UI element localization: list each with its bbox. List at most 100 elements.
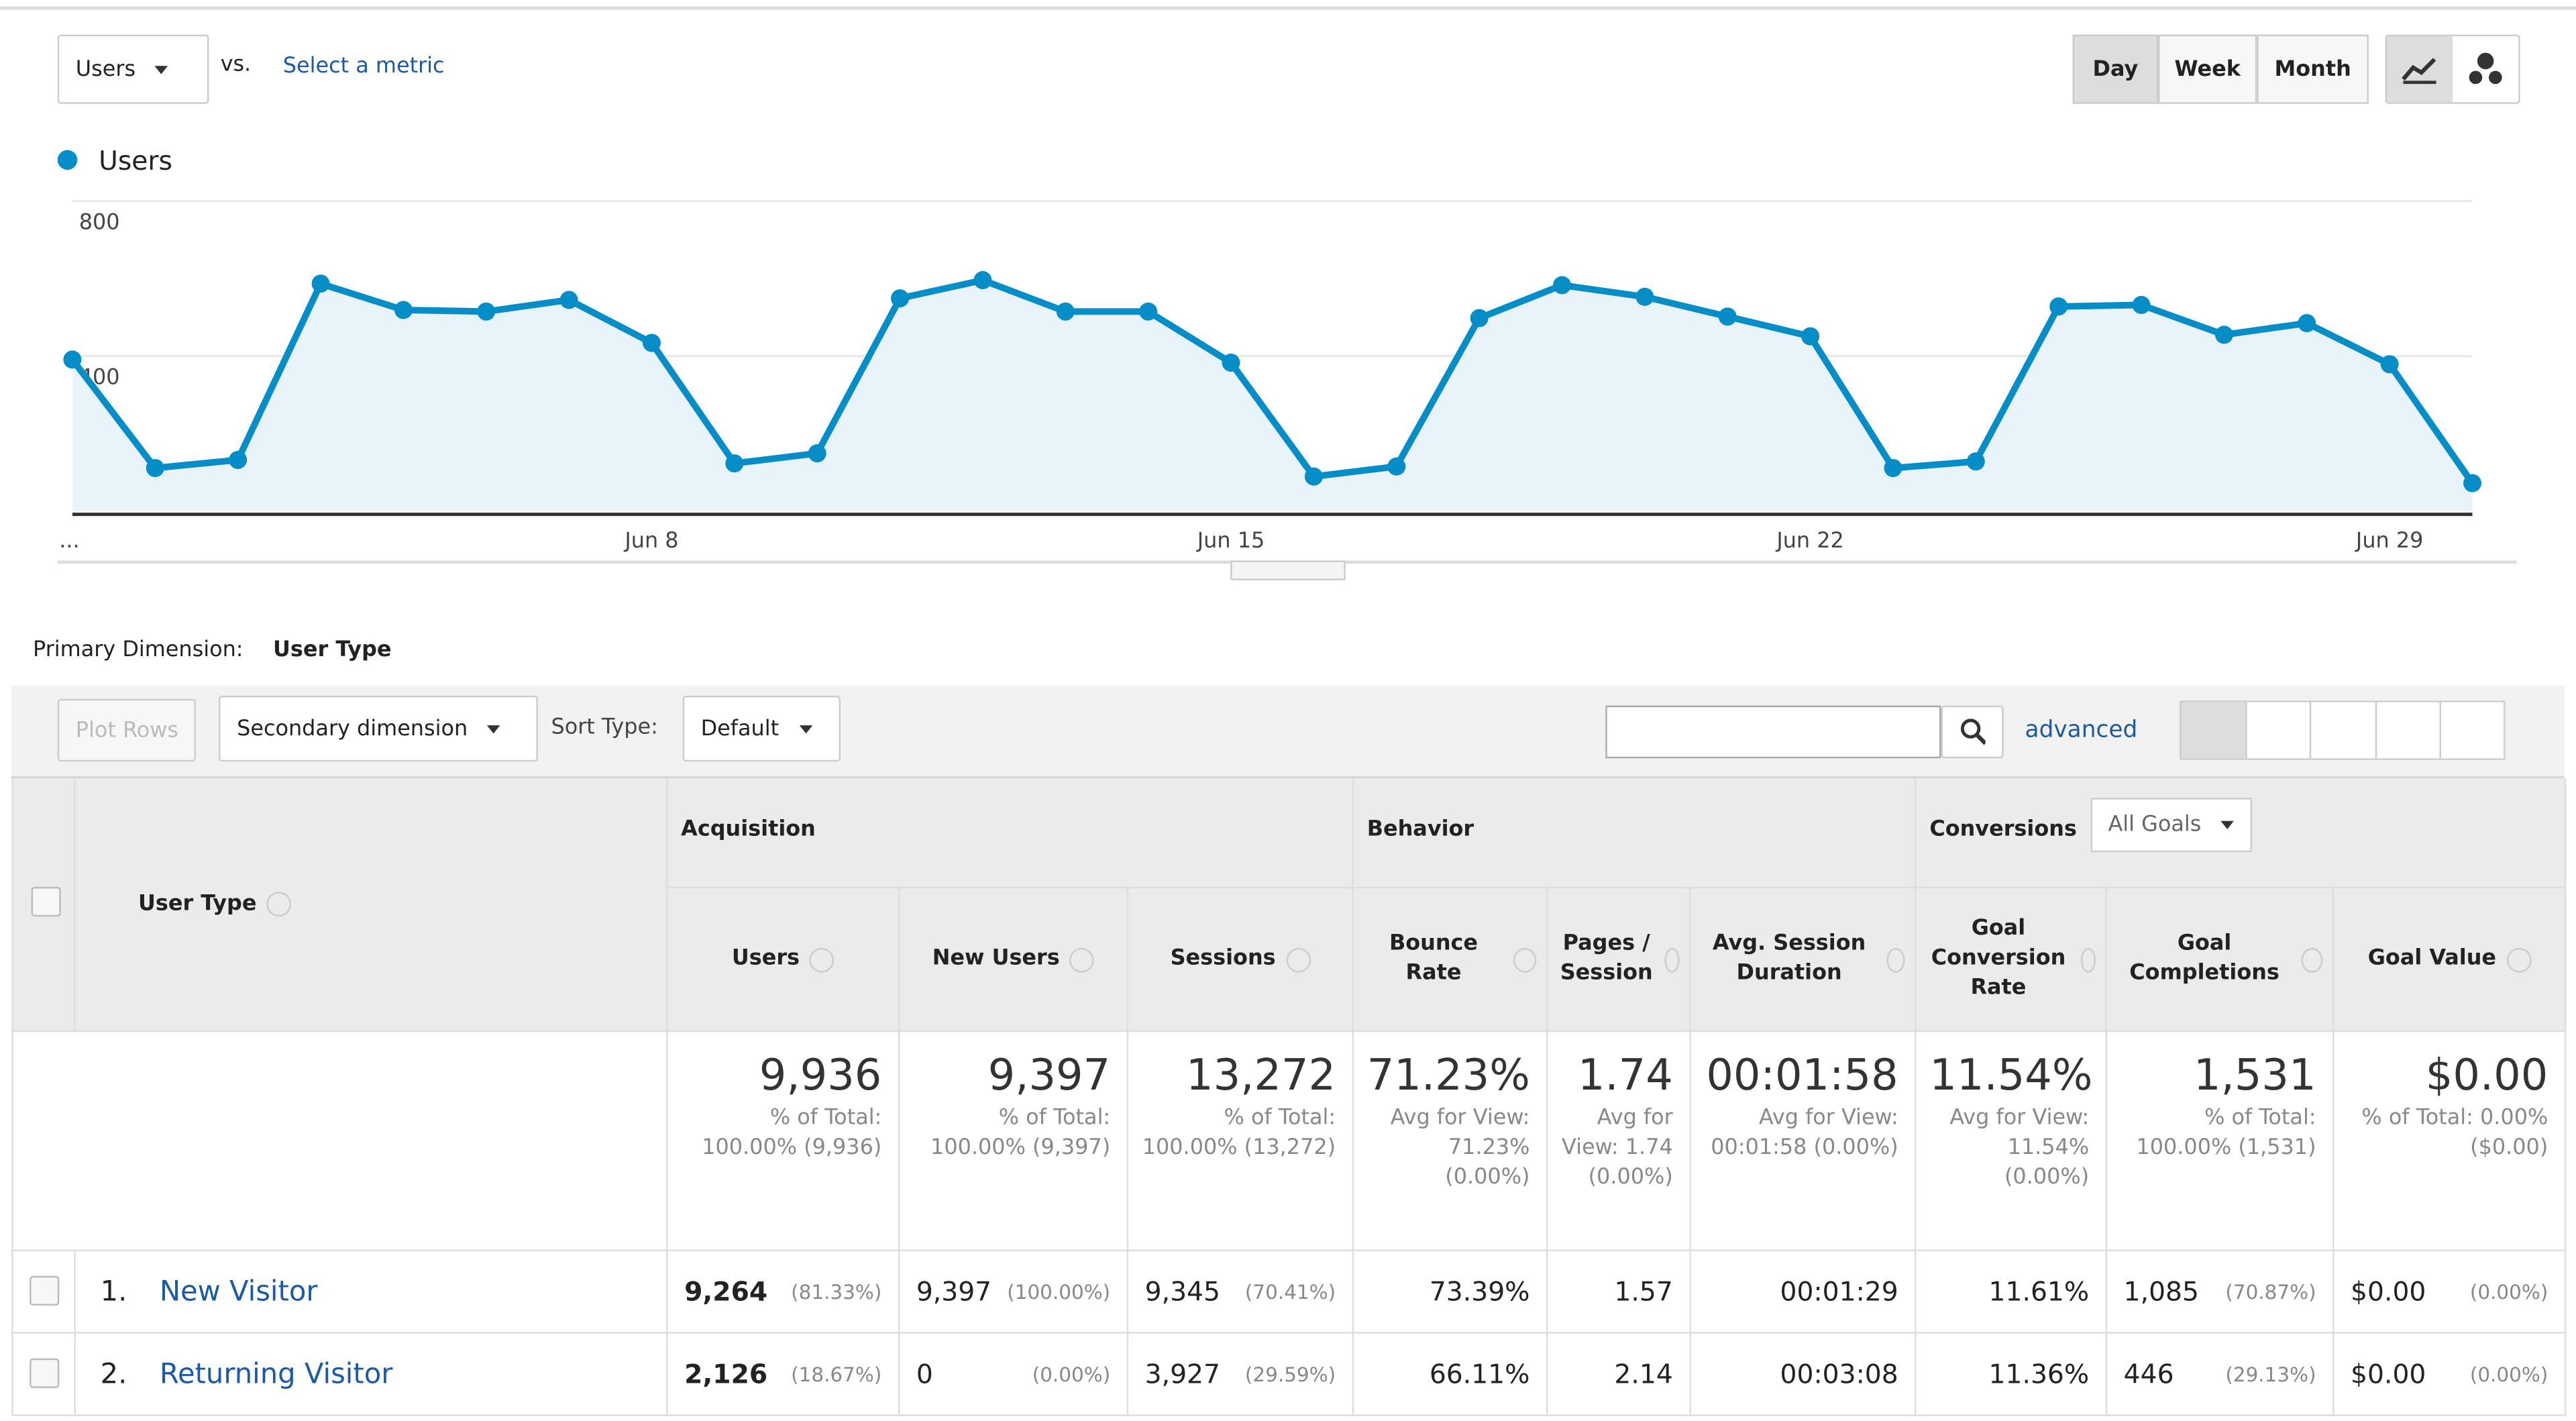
total-note: Avg for View: 00:01:58 (0.00%)	[1711, 1106, 1898, 1161]
totals-cell: 13,272% of Total: 100.00% (13,272)	[1128, 1032, 1354, 1251]
group-header: Behavior	[1354, 778, 1917, 889]
row-name[interactable]: New Visitor	[159, 1275, 318, 1308]
data-point	[559, 291, 578, 309]
row-cell: $0.00 (0.00%)	[2334, 1333, 2567, 1416]
row-value: 2,126	[684, 1358, 768, 1390]
compare-view-button[interactable]	[2376, 702, 2441, 759]
period-button[interactable]: Month	[2257, 34, 2369, 104]
row-cell: 9,397 (100.00%)	[900, 1251, 1129, 1334]
series-line	[69, 276, 2475, 485]
table-view-button[interactable]	[2181, 702, 2248, 759]
row-percent: (29.59%)	[1244, 1362, 1336, 1386]
row-percent: (29.13%)	[2225, 1362, 2316, 1386]
row-checkbox[interactable]	[30, 1275, 60, 1306]
totals-cell: $0.00% of Total: 0.00% ($0.00)	[2334, 1032, 2567, 1251]
plot-rows-button[interactable]: Plot Rows	[57, 698, 197, 762]
advanced-link[interactable]: advanced	[2025, 717, 2138, 744]
total-value: 9,397	[987, 1051, 1111, 1102]
data-point	[642, 333, 661, 352]
data-point	[1801, 327, 1820, 346]
data-point	[63, 350, 82, 369]
column-header-text: Goal Completions	[2129, 931, 2279, 986]
totals-cell: 9,397% of Total: 100.00% (9,397)	[900, 1032, 1129, 1251]
row-cell: 11.61%	[1916, 1251, 2108, 1334]
column-header[interactable]: Goal Conversion Rate	[1916, 888, 2108, 1033]
top-rule	[0, 6, 2576, 10]
secondary-dimension-dropdown[interactable]: Secondary dimension	[219, 695, 538, 762]
search-icon	[1960, 719, 1986, 745]
row-value: 0	[916, 1358, 933, 1390]
row-value: 9,264	[684, 1275, 768, 1308]
column-header[interactable]: Sessions	[1128, 888, 1354, 1033]
row-cell: 11.36%	[1916, 1333, 2108, 1416]
column-header-text: Goal Value	[2367, 946, 2497, 971]
help-icon	[1513, 947, 1537, 972]
column-header-text: Sessions	[1170, 946, 1276, 971]
group-header-text: Acquisition	[681, 817, 816, 843]
help-icon	[266, 892, 291, 917]
data-point	[1056, 302, 1075, 321]
goals-text: All Goals	[2108, 812, 2202, 838]
totals-cell: 71.23% Avg for View: 71.23% (0.00%)	[1354, 1032, 1548, 1251]
pivot-view-button[interactable]	[2440, 702, 2504, 759]
data-point	[1139, 302, 1158, 321]
total-note: Avg for View: 71.23% (0.00%)	[1390, 1106, 1530, 1191]
period-button[interactable]: Week	[2158, 34, 2257, 104]
motion-chart-button[interactable]	[2453, 36, 2518, 102]
goals-dropdown[interactable]: All Goals	[2090, 798, 2253, 853]
row-cell: 1.57	[1548, 1251, 1691, 1334]
row-cell: 2.14	[1548, 1333, 1691, 1416]
row-percent: (0.00%)	[1032, 1362, 1111, 1386]
x-tick-label: Jun 22	[1775, 527, 1843, 553]
row-name[interactable]: Returning Visitor	[159, 1357, 393, 1391]
total-note: % of Total: 100.00% (9,397)	[930, 1106, 1111, 1161]
column-header[interactable]: Users	[667, 888, 900, 1033]
chart-type-buttons	[2385, 34, 2520, 104]
data-point	[394, 301, 413, 319]
group-header-text: Conversions	[1929, 817, 2077, 843]
total-value: 71.23%	[1366, 1051, 1530, 1102]
line-chart-button[interactable]	[2386, 36, 2453, 103]
column-header[interactable]: New Users	[900, 888, 1129, 1033]
x-tick-label: Jun 15	[1196, 527, 1265, 553]
header-checkbox[interactable]	[31, 886, 61, 917]
data-point	[973, 271, 992, 290]
help-icon	[1285, 947, 1311, 972]
bar-view-button[interactable]	[2312, 702, 2377, 759]
row-cell: 66.11%	[1354, 1333, 1548, 1416]
row-dimension: 2. Returning Visitor	[75, 1333, 668, 1416]
data-point	[1718, 307, 1737, 326]
primary-dimension-value: User Type	[273, 637, 392, 663]
row-percent: (100.00%)	[1007, 1279, 1111, 1304]
totals-cell: 11.54% Avg for View: 11.54% (0.00%)	[1916, 1032, 2108, 1251]
row-checkbox[interactable]	[30, 1358, 60, 1388]
dimension-header: User Type	[75, 778, 668, 1033]
pie-view-button[interactable]	[2247, 702, 2312, 759]
search-input[interactable]	[1605, 705, 1941, 759]
data-point	[1304, 467, 1323, 486]
data-point	[2049, 297, 2068, 316]
column-header[interactable]: Avg. Session Duration	[1690, 888, 1917, 1033]
select-metric-link[interactable]: Select a metric	[282, 54, 445, 79]
period-button[interactable]: Day	[2072, 34, 2159, 104]
help-icon	[1665, 947, 1680, 972]
row-cell: 3,927 (29.59%)	[1128, 1333, 1354, 1416]
data-point	[2380, 355, 2399, 374]
sort-dropdown[interactable]: Default	[682, 695, 841, 762]
help-icon	[1069, 947, 1095, 972]
row-index: 1.	[100, 1275, 127, 1308]
column-header[interactable]: Goal Value	[2334, 888, 2567, 1033]
group-header-text: Behavior	[1366, 817, 1474, 843]
data-point	[477, 302, 496, 321]
resize-handle[interactable]	[1230, 560, 1346, 580]
data-point	[725, 454, 744, 473]
column-header[interactable]: Bounce Rate	[1354, 888, 1548, 1033]
x-tick-label: ...	[59, 527, 79, 553]
legend-dot	[57, 150, 78, 170]
data-point	[808, 444, 826, 463]
column-header[interactable]: Goal Completions	[2107, 888, 2334, 1033]
metric-dropdown[interactable]: Users	[57, 34, 209, 104]
column-header[interactable]: Pages / Session	[1548, 888, 1691, 1033]
help-icon	[2080, 947, 2096, 972]
search-button[interactable]	[1941, 705, 2004, 759]
